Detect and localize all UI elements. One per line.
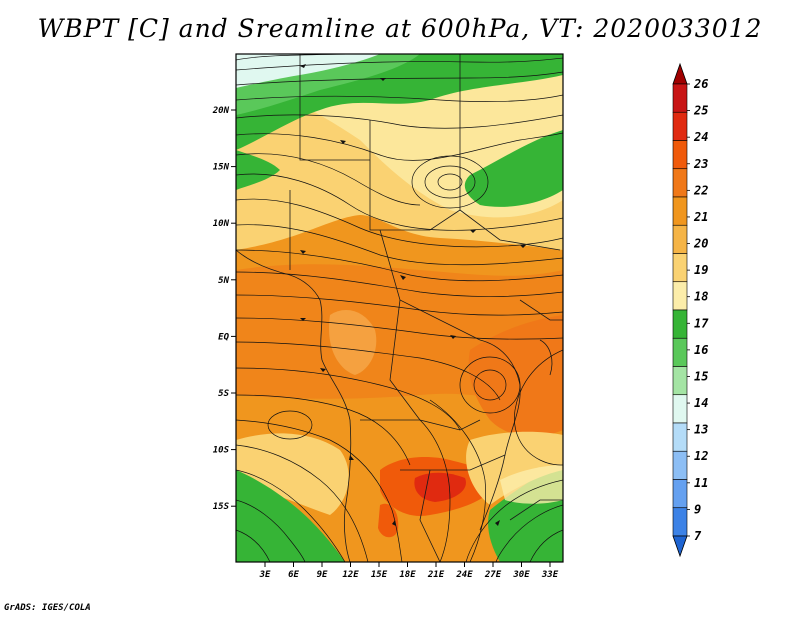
chart-title: WBPT [C] and Sreamline at 600hPa, VT: 20… [37, 14, 763, 43]
colorbar-swatch [672, 111, 688, 141]
lon-tick-label: 9E [317, 570, 328, 580]
colorbar-swatch [672, 281, 688, 311]
lat-tick-label: EQ [218, 332, 229, 342]
lon-tick-label: 3E [259, 570, 271, 580]
country-borders [236, 54, 563, 562]
colorbar-label: 20 [693, 237, 708, 251]
colorbar-label: 9 [694, 502, 701, 516]
colorbar-label: 18 [694, 290, 708, 304]
colorbar-label: 7 [694, 529, 702, 543]
lon-tick-label: 15E [371, 570, 388, 580]
lon-tick-label: 33E [541, 570, 559, 580]
colorbar-label: 11 [694, 476, 708, 490]
colorbar-label: 13 [694, 423, 708, 437]
colorbar-label: 24 [693, 130, 708, 144]
wbpt-field-21-east [468, 315, 563, 437]
lat-tick-label: 10S [213, 446, 230, 456]
lon-tick-label: 30E [512, 570, 530, 580]
colorbar-label: 26 [693, 77, 708, 91]
colorbar-swatch [672, 507, 688, 537]
lon-tick-label: 24E [455, 570, 473, 580]
colorbar-swatch [672, 224, 688, 254]
colorbar-label: 25 [693, 104, 708, 118]
lon-tick-label: 6E [288, 570, 299, 580]
colorbar-label: 12 [694, 449, 708, 463]
colorbar-swatch [672, 394, 688, 424]
longitude-axis: 3E 6E 9E 12E 15E 18E 21E 24E 27E 30E 33E [259, 562, 559, 580]
wbpt-field-17-nw [236, 150, 280, 190]
colorbar: 26 25 24 23 22 21 20 19 18 17 16 15 14 13 12 11 9 7 [672, 62, 709, 558]
lon-tick-label: 12E [342, 570, 359, 580]
wbpt-field-19-south [236, 433, 349, 515]
wbpt-field-18-se [500, 465, 563, 504]
lon-tick-label: 27E [484, 570, 502, 580]
wbpt-field-17-ne [464, 130, 563, 207]
map-frame [235, 53, 564, 563]
colorbar-label: 14 [694, 396, 708, 410]
colorbar-bottom-arrow [672, 535, 688, 558]
wbpt-field-15-north [236, 54, 380, 88]
colorbar-swatch [672, 83, 688, 113]
colorbar-swatch [672, 422, 688, 452]
colorbar-swatch [672, 140, 688, 170]
colorbar-label: 17 [694, 316, 709, 330]
colorbar-swatch [672, 450, 688, 480]
latitude-axis: 20N 15N 10N 5N EQ 5S 10S 15S [212, 106, 236, 512]
lat-tick-label: 5S [218, 389, 229, 399]
colorbar-label: 22 [693, 183, 708, 197]
lat-tick-label: 5N [218, 276, 229, 286]
footer-credit: GrADS: IGES/COLA [4, 603, 91, 613]
colorbar-swatch [672, 253, 688, 283]
colorbar-swatch [672, 366, 688, 396]
map-area [236, 54, 563, 562]
lat-tick-label: 15N [213, 163, 230, 173]
colorbar-top-arrow [672, 62, 688, 85]
colorbar-label: 16 [694, 343, 708, 357]
lat-tick-label: 20N [212, 106, 230, 116]
streamlines [236, 54, 563, 562]
colorbar-swatch [672, 168, 688, 198]
colorbar-label: 15 [694, 369, 708, 383]
colorbar-label: 19 [694, 263, 708, 277]
colorbar-swatch [672, 479, 688, 509]
streamline-arrows [300, 64, 526, 526]
colorbar-label: 23 [693, 157, 708, 171]
lon-tick-label: 21E [427, 570, 445, 580]
lat-tick-label: 10N [213, 219, 230, 229]
wbpt-field-24 [414, 472, 466, 502]
colorbar-swatch [672, 309, 688, 339]
lon-tick-label: 18E [399, 570, 416, 580]
colorbar-swatch [672, 337, 688, 367]
wbpt-field-19-se [466, 431, 563, 505]
colorbar-label: 21 [693, 210, 708, 224]
colorbar-swatch [672, 196, 688, 226]
lat-tick-label: 15S [213, 502, 230, 512]
wbpt-field-17-sw [236, 470, 345, 562]
wbpt-field-23-sw [378, 503, 399, 538]
